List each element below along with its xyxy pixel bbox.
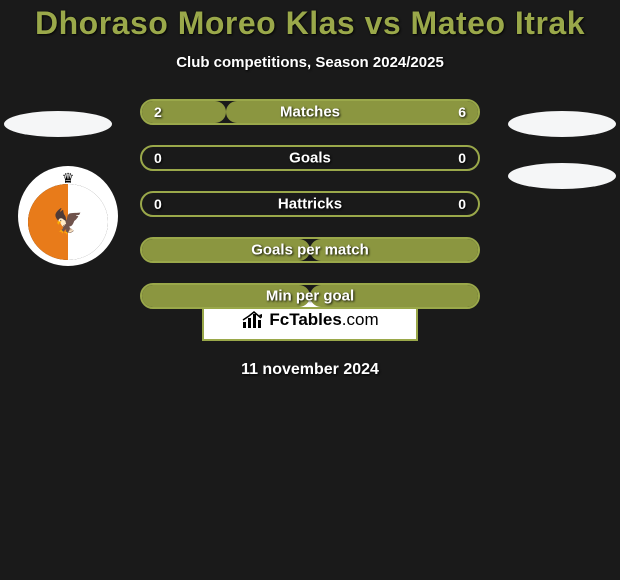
player-avatar-right-placeholder-1 — [508, 111, 616, 137]
club-badge-left: ♛ 🦅 — [18, 166, 118, 266]
player-avatar-right-placeholder-2 — [508, 163, 616, 189]
stat-label: Min per goal — [266, 288, 354, 305]
stat-bar: Min per goal — [140, 283, 480, 309]
stat-label: Goals per match — [251, 242, 369, 259]
date-label: 11 november 2024 — [0, 361, 620, 379]
stat-bar: 0 0 Hattricks — [140, 191, 480, 217]
badge-inner: 🦅 — [28, 184, 108, 260]
player-avatar-left-placeholder — [4, 111, 112, 137]
stat-value-right: 0 — [458, 196, 466, 212]
stat-bar: 2 6 Matches — [140, 99, 480, 125]
page-title: Dhoraso Moreo Klas vs Mateo Itrak — [0, 5, 620, 42]
stat-label: Matches — [280, 104, 340, 121]
eagle-icon: 🦅 — [53, 208, 83, 237]
stat-label: Hattricks — [278, 196, 342, 213]
stat-label: Goals — [289, 150, 331, 167]
stat-bars: 2 6 Matches 0 0 Goals 0 0 Hattricks Goals per mat… — [140, 99, 480, 329]
stat-bar: 0 0 Goals — [140, 145, 480, 171]
stat-value-right: 6 — [458, 104, 466, 120]
stat-value-left: 2 — [154, 104, 162, 120]
stat-value-left: 0 — [154, 196, 162, 212]
infographic-root: Dhoraso Moreo Klas vs Mateo Itrak Club c… — [0, 0, 620, 580]
subtitle: Club competitions, Season 2024/2025 — [0, 54, 620, 71]
stat-value-left: 0 — [154, 150, 162, 166]
stat-value-right: 0 — [458, 150, 466, 166]
stat-bar: Goals per match — [140, 237, 480, 263]
stat-fill-right — [226, 101, 478, 123]
